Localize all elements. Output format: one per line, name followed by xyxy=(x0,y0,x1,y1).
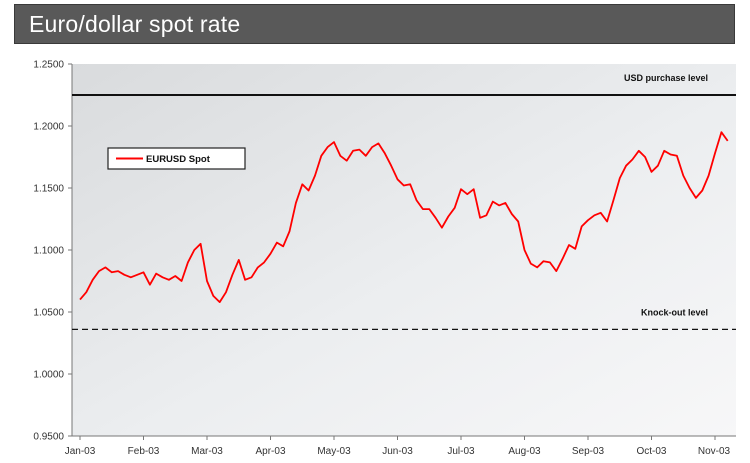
x-tick-label: Feb-03 xyxy=(128,446,160,457)
y-tick-label: 1.2500 xyxy=(33,60,64,71)
y-tick-label: 1.1000 xyxy=(33,246,64,257)
x-tick-label: Sep-03 xyxy=(572,446,605,457)
x-tick-label: May-03 xyxy=(317,446,351,457)
x-tick-label: Nov-03 xyxy=(698,446,731,457)
chart-title: Euro/dollar spot rate xyxy=(29,11,241,37)
y-tick-label: 0.9500 xyxy=(33,432,64,443)
y-tick-label: 1.0500 xyxy=(33,308,64,319)
y-tick-label: 1.0000 xyxy=(33,370,64,381)
series-line-eurusd xyxy=(79,131,729,303)
x-tick-label: Jun-03 xyxy=(382,446,413,457)
x-tick-label: Jul-03 xyxy=(447,446,475,457)
x-tick-label: Apr-03 xyxy=(255,446,285,457)
y-tick-label: 1.1500 xyxy=(33,184,64,195)
x-tick-label: Aug-03 xyxy=(508,446,541,457)
plot-area xyxy=(72,64,736,436)
legend: EURUSD Spot xyxy=(107,147,246,170)
x-tick-label: Mar-03 xyxy=(191,446,223,457)
usd-purchase-level-label: USD purchase level xyxy=(624,73,708,83)
knock-out-level-label: Knock-out level xyxy=(641,307,708,317)
legend-box xyxy=(107,147,246,170)
x-tick-label: Oct-03 xyxy=(636,446,666,457)
y-tick-label: 1.2000 xyxy=(33,122,64,133)
x-tick-label: Jan-03 xyxy=(65,446,96,457)
legend-label: EURUSD Spot xyxy=(146,154,211,165)
title-bar: Euro/dollar spot rate xyxy=(14,4,735,44)
